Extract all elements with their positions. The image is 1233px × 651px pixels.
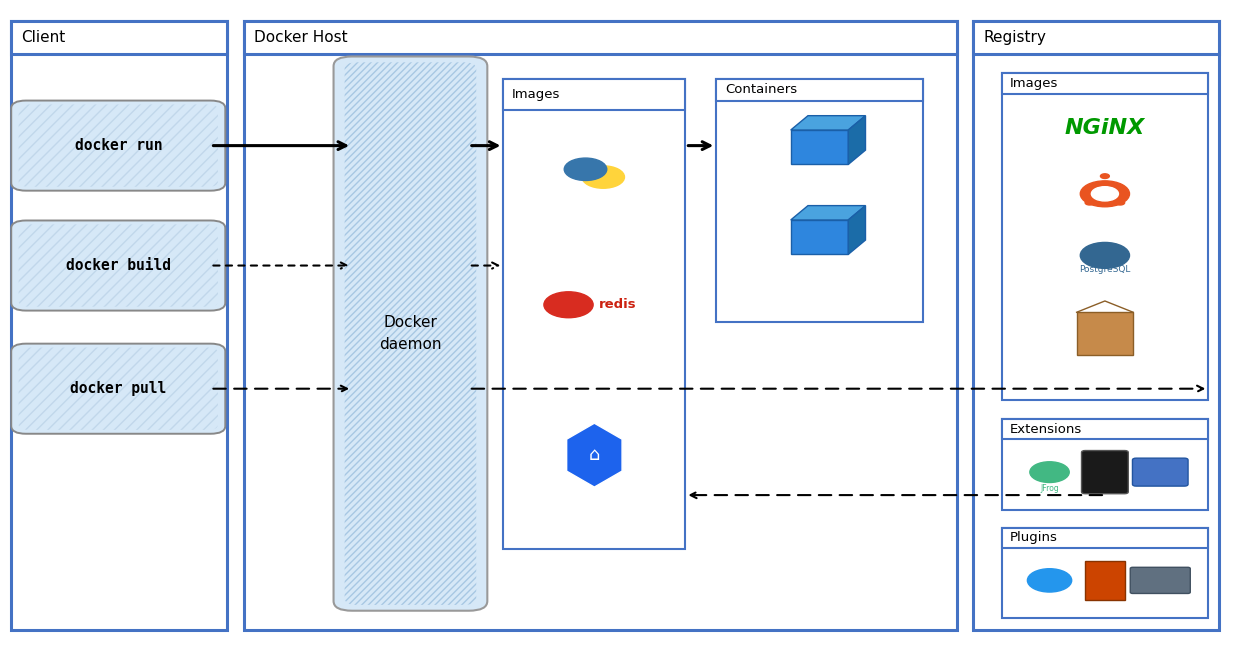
Bar <box>1001 73 1208 94</box>
FancyBboxPatch shape <box>1085 561 1124 600</box>
Bar <box>244 21 957 630</box>
FancyBboxPatch shape <box>790 220 848 255</box>
Bar <box>244 21 957 54</box>
Polygon shape <box>848 116 866 165</box>
Polygon shape <box>790 116 866 130</box>
FancyBboxPatch shape <box>1081 450 1128 493</box>
Text: docker run: docker run <box>74 138 162 153</box>
Bar <box>716 79 922 100</box>
Text: Containers: Containers <box>725 83 797 96</box>
Polygon shape <box>790 206 866 220</box>
Text: redis: redis <box>599 298 637 311</box>
Text: Docker Host: Docker Host <box>254 30 348 45</box>
Bar <box>11 21 227 630</box>
Text: Client: Client <box>21 30 65 45</box>
Polygon shape <box>567 423 623 487</box>
Text: Extensions: Extensions <box>1010 423 1083 436</box>
Text: Docker
daemon: Docker daemon <box>380 315 441 352</box>
Polygon shape <box>848 206 866 255</box>
Circle shape <box>565 158 607 180</box>
Circle shape <box>1085 201 1094 205</box>
Bar <box>973 21 1219 630</box>
Circle shape <box>1116 201 1124 205</box>
Bar <box>503 79 686 549</box>
Circle shape <box>544 292 593 318</box>
Text: docker build: docker build <box>65 258 170 273</box>
Bar <box>1001 419 1208 439</box>
FancyBboxPatch shape <box>11 100 226 191</box>
FancyBboxPatch shape <box>11 344 226 434</box>
Text: JFrog: JFrog <box>1041 484 1059 493</box>
Circle shape <box>1101 174 1110 178</box>
Text: Images: Images <box>1010 77 1059 90</box>
Bar <box>503 79 686 110</box>
Bar <box>1001 419 1208 510</box>
Bar <box>1001 528 1208 547</box>
FancyBboxPatch shape <box>1076 312 1133 355</box>
FancyBboxPatch shape <box>1132 458 1189 486</box>
Circle shape <box>1030 462 1069 482</box>
Circle shape <box>1080 181 1129 207</box>
Bar <box>11 21 227 54</box>
Text: PostgreSQL: PostgreSQL <box>1079 265 1131 274</box>
Bar <box>1001 73 1208 400</box>
Circle shape <box>1091 187 1118 201</box>
Bar <box>973 21 1219 54</box>
Circle shape <box>1027 569 1071 592</box>
FancyBboxPatch shape <box>790 130 848 165</box>
Circle shape <box>582 166 624 188</box>
FancyBboxPatch shape <box>334 57 487 611</box>
Text: Images: Images <box>512 88 560 101</box>
Bar <box>1001 528 1208 618</box>
Text: ⌂: ⌂ <box>588 446 600 464</box>
Text: docker pull: docker pull <box>70 381 166 396</box>
Bar <box>716 79 922 322</box>
Text: Plugins: Plugins <box>1010 531 1058 544</box>
Circle shape <box>1080 242 1129 268</box>
Text: NGiNX: NGiNX <box>1065 118 1145 139</box>
Text: Registry: Registry <box>983 30 1046 45</box>
FancyBboxPatch shape <box>1131 567 1190 594</box>
FancyBboxPatch shape <box>11 221 226 311</box>
